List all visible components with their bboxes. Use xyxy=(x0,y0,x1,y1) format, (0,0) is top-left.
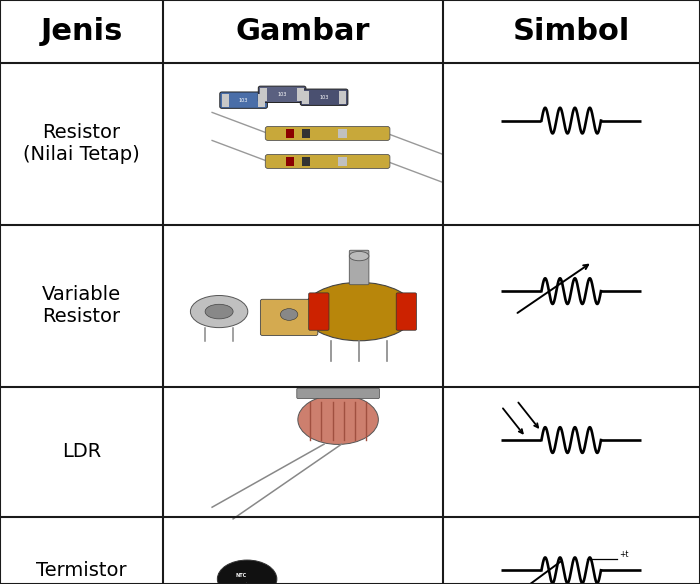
Bar xyxy=(317,157,326,166)
Bar xyxy=(297,88,304,101)
Ellipse shape xyxy=(349,251,369,261)
Text: 103: 103 xyxy=(277,92,287,97)
Ellipse shape xyxy=(205,304,233,319)
Ellipse shape xyxy=(190,296,248,328)
Bar xyxy=(302,157,310,166)
Bar xyxy=(302,91,309,104)
Bar xyxy=(338,129,346,138)
Text: NTC: NTC xyxy=(236,573,247,578)
FancyBboxPatch shape xyxy=(260,300,318,335)
Text: LDR: LDR xyxy=(62,442,102,461)
Text: +t: +t xyxy=(619,551,629,559)
Bar xyxy=(317,129,326,138)
Text: Simbol: Simbol xyxy=(513,17,630,46)
Text: Resistor
(Nilai Tetap): Resistor (Nilai Tetap) xyxy=(23,123,140,165)
FancyBboxPatch shape xyxy=(300,89,348,105)
Bar xyxy=(286,129,294,138)
Ellipse shape xyxy=(303,283,415,341)
Ellipse shape xyxy=(280,309,298,321)
Bar xyxy=(302,129,310,138)
Bar xyxy=(286,157,294,166)
FancyBboxPatch shape xyxy=(265,154,390,168)
FancyBboxPatch shape xyxy=(265,126,390,140)
Text: Variable
Resistor: Variable Resistor xyxy=(42,285,121,326)
Text: ▲: ▲ xyxy=(244,582,250,584)
FancyBboxPatch shape xyxy=(309,293,329,331)
FancyBboxPatch shape xyxy=(297,388,379,399)
FancyBboxPatch shape xyxy=(220,92,267,109)
Bar xyxy=(258,93,265,106)
Bar xyxy=(338,157,346,166)
Bar xyxy=(260,88,267,101)
Ellipse shape xyxy=(298,395,378,444)
Bar xyxy=(222,93,229,106)
Text: 103: 103 xyxy=(239,98,248,103)
FancyBboxPatch shape xyxy=(349,251,369,285)
Text: Gambar: Gambar xyxy=(236,17,370,46)
Ellipse shape xyxy=(217,560,277,584)
FancyBboxPatch shape xyxy=(258,86,306,103)
Text: 103: 103 xyxy=(319,95,329,100)
Text: Termistor
(NTC / PTC): Termistor (NTC / PTC) xyxy=(27,561,136,584)
Bar xyxy=(339,91,346,104)
Text: Jenis: Jenis xyxy=(41,17,122,46)
FancyBboxPatch shape xyxy=(396,293,416,331)
